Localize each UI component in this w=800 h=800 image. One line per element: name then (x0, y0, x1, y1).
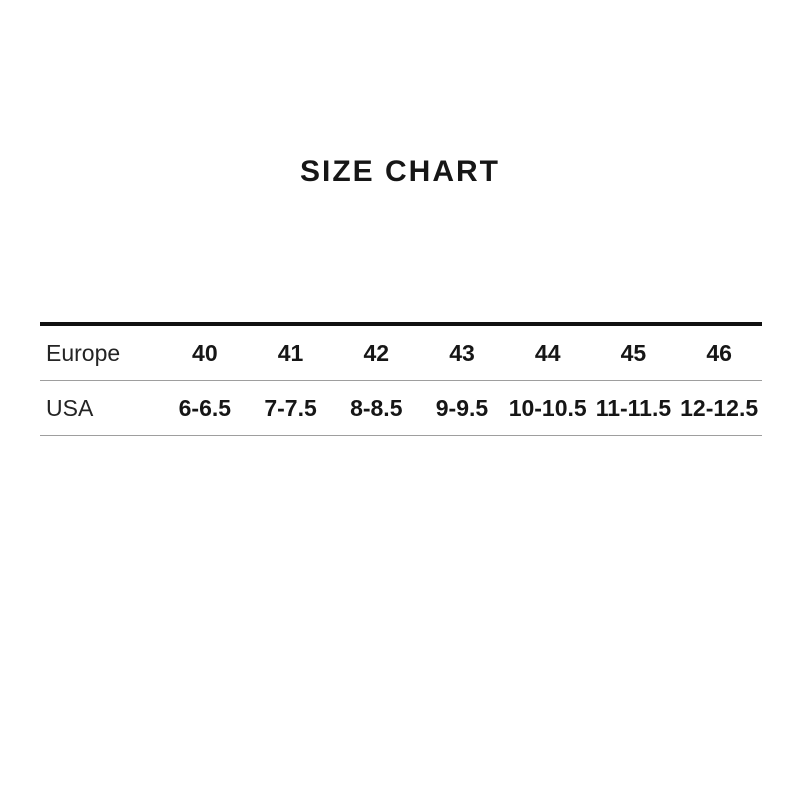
usa-size-cell: 11-11.5 (595, 395, 672, 421)
europe-size-cell: 46 (706, 340, 732, 366)
table-row-europe: Europe 40 41 42 43 44 45 46 (40, 326, 762, 381)
europe-size-cell: 41 (277, 340, 304, 366)
size-chart-table: Europe 40 41 42 43 44 45 46 USA 6-6.5 7-… (40, 322, 762, 436)
usa-size-cell: 10-10.5 (508, 395, 587, 421)
row-label-europe: Europe (46, 340, 121, 366)
europe-size-cell: 45 (620, 340, 647, 366)
europe-size-cell: 40 (192, 340, 218, 366)
europe-size-cell: 42 (363, 340, 390, 366)
usa-size-cell: 8-8.5 (350, 395, 403, 421)
europe-size-cell: 44 (534, 340, 561, 366)
page-title: SIZE CHART (300, 155, 500, 188)
usa-size-cell: 12-12.5 (680, 395, 759, 421)
usa-size-cell: 9-9.5 (435, 395, 489, 421)
usa-size-cell: 7-7.5 (264, 395, 317, 421)
table-row-usa: USA 6-6.5 7-7.5 8-8.5 9-9.5 10-10.5 11-1… (40, 381, 762, 436)
row-label-usa: USA (46, 395, 94, 421)
europe-size-cell: 43 (449, 340, 475, 366)
usa-size-cell: 6-6.5 (178, 395, 232, 421)
